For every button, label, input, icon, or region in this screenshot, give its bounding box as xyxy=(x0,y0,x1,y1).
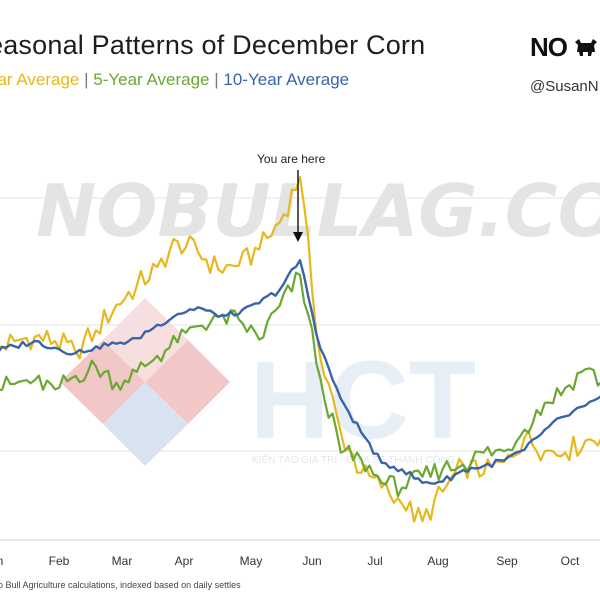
series-line-1yr xyxy=(0,175,600,523)
brand-logo: NO xyxy=(530,32,599,63)
x-tick-label: Mar xyxy=(112,554,133,568)
legend-label-3: 10-Year Average xyxy=(223,70,350,89)
x-tick-label: Jul xyxy=(367,554,382,568)
annotation-arrowhead xyxy=(293,232,303,242)
series-line-5yr xyxy=(0,271,600,498)
hct-diamond-right xyxy=(145,340,230,424)
x-tick-label: n xyxy=(0,554,3,568)
x-tick-label: Aug xyxy=(427,554,448,568)
watermark-text: NOBULLAG.COM xyxy=(36,169,600,253)
hct-text: HCT xyxy=(250,339,476,462)
annotation-text: You are here xyxy=(257,152,326,166)
x-tick-label: Feb xyxy=(49,554,70,568)
annotation: You are here xyxy=(257,152,326,242)
hct-diamond-bottom xyxy=(103,382,188,466)
brand-logo-text: NO xyxy=(530,32,568,62)
series-line-10yr xyxy=(0,259,600,485)
x-tick-label: Apr xyxy=(175,554,194,568)
hct-diamond-left xyxy=(60,340,145,424)
series-layer xyxy=(0,175,600,523)
gridlines xyxy=(0,197,600,541)
hct-watermark: HCT KIẾN TẠO GIÁ TRỊ - CHIA SẺ THÀNH CÔN… xyxy=(60,298,476,466)
hct-diamond-top xyxy=(103,298,188,382)
x-tick-label: Oct xyxy=(561,554,580,568)
social-handle: @SusanN xyxy=(530,78,599,95)
source-footnote: o Bull Agriculture calculations, indexed… xyxy=(0,580,241,590)
x-tick-label: Sep xyxy=(496,554,518,568)
x-tick-label: May xyxy=(240,554,263,568)
x-tick-label: Jun xyxy=(302,554,321,568)
chart-title: easonal Patterns of December Corn xyxy=(0,30,426,60)
chart-subtitle: ear Average | 5-Year Average | 10-Year A… xyxy=(0,70,349,90)
legend-label-2: 5-Year Average xyxy=(93,70,210,89)
watermark: NOBULLAG.COM xyxy=(36,169,600,253)
x-tick-labels: n Feb Mar Apr May Jun Jul Aug Sep Oct xyxy=(0,554,580,568)
legend-label-1: ear Average xyxy=(0,70,80,89)
bull-icon xyxy=(575,39,598,56)
